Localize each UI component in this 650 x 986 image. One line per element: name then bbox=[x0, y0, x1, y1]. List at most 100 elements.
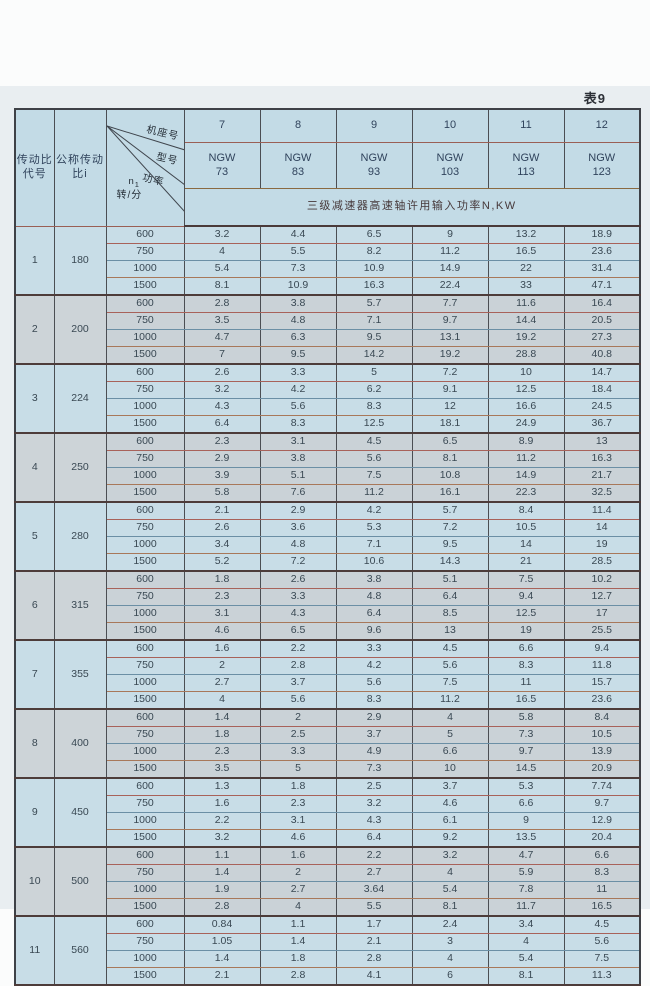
power-value-cell: 1.8 bbox=[259, 778, 337, 796]
power-value-cell: 2.3 bbox=[183, 743, 261, 761]
power-value-cell: 13.5 bbox=[487, 829, 565, 848]
power-value-cell: 6.3 bbox=[259, 329, 337, 347]
power-value-cell: 5 bbox=[411, 726, 489, 744]
power-value-cell: 4.5 bbox=[411, 640, 489, 658]
ratio-code-cell: 6 bbox=[14, 571, 55, 641]
power-value-cell: 1.4 bbox=[183, 709, 261, 727]
power-value-cell: 3.3 bbox=[259, 364, 337, 382]
power-value-cell: 11.2 bbox=[487, 450, 565, 468]
power-value-cell: 1.6 bbox=[183, 640, 261, 658]
table-row: 5 280 600 2.1 2.9 4.2 5.7 8.4 11.4 bbox=[14, 502, 641, 572]
power-value-cell: 18.1 bbox=[411, 415, 489, 434]
power-value-cell: 3.1 bbox=[259, 812, 337, 830]
rpm-cell: 1500 bbox=[105, 553, 185, 572]
power-value-cell: 4.2 bbox=[335, 657, 413, 675]
power-value-cell: 22.4 bbox=[411, 277, 489, 296]
power-value-cell: 16.4 bbox=[563, 295, 641, 313]
power-value-cell: 3.1 bbox=[259, 433, 337, 451]
frame-number-cell: 12 bbox=[563, 109, 641, 144]
model-cell: NGW 103 bbox=[411, 142, 489, 189]
power-value-cell: 14 bbox=[487, 536, 565, 554]
power-value-cell: 7.2 bbox=[259, 553, 337, 572]
power-value-cell: 6.5 bbox=[335, 226, 413, 244]
power-value-cell: 14.9 bbox=[411, 260, 489, 278]
power-value-cell: 47.1 bbox=[563, 277, 641, 296]
power-value-cell: 5 bbox=[259, 760, 337, 779]
table-row: 8 400 600 1.4 2 2.9 4 5.8 8.4 bbox=[14, 709, 641, 779]
power-value-cell: 9.6 bbox=[335, 622, 413, 641]
power-value-cell: 2.2 bbox=[259, 640, 337, 658]
power-value-cell: 4.3 bbox=[183, 398, 261, 416]
power-value-cell: 8.3 bbox=[335, 398, 413, 416]
rpm-cell: 1000 bbox=[105, 605, 185, 623]
power-value-cell: 17 bbox=[563, 605, 641, 623]
power-value-cell: 4.9 bbox=[335, 743, 413, 761]
power-value-cell: 4.8 bbox=[335, 588, 413, 606]
power-value-cell: 7.2 bbox=[411, 364, 489, 382]
power-value-cell: 14.4 bbox=[487, 312, 565, 330]
ratio-code-cell: 4 bbox=[14, 433, 55, 503]
power-value-cell: 14.3 bbox=[411, 553, 489, 572]
rpm-cell: 1000 bbox=[105, 881, 185, 899]
ratio-code-cell: 3 bbox=[14, 364, 55, 434]
power-value-cell: 9 bbox=[411, 226, 489, 244]
power-value-cell: 3.8 bbox=[335, 571, 413, 589]
rpm-cell: 600 bbox=[105, 571, 185, 589]
rpm-cell: 1500 bbox=[105, 898, 185, 917]
table-row: 1500 3.5 5 7.3 10 14.5 20.9 bbox=[15, 760, 641, 779]
power-value-cell: 5.1 bbox=[259, 467, 337, 485]
table-row: 750 2.9 3.8 5.6 8.1 11.2 16.3 bbox=[15, 450, 641, 468]
power-value-cell: 9.2 bbox=[411, 829, 489, 848]
power-value-cell: 20.9 bbox=[563, 760, 641, 779]
power-value-cell: 9.4 bbox=[563, 640, 641, 658]
power-value-cell: 14.9 bbox=[487, 467, 565, 485]
power-value-cell: 5 bbox=[335, 364, 413, 382]
power-value-cell: 5.6 bbox=[259, 691, 337, 710]
gear-reducer-power-table: 传动比 代号 公称传动 比i 机座号 型号 功率 n1 转/分 7 8 9 10 11 1… bbox=[14, 108, 641, 986]
power-value-cell: 1.6 bbox=[183, 795, 261, 813]
power-value-cell: 25.5 bbox=[563, 622, 641, 641]
power-value-cell: 4.5 bbox=[563, 916, 641, 934]
nominal-ratio-column-header: 公称传动 比i bbox=[53, 109, 107, 227]
power-value-cell: 1.8 bbox=[183, 571, 261, 589]
power-value-cell: 8.3 bbox=[335, 691, 413, 710]
rpm-cell: 1000 bbox=[105, 743, 185, 761]
power-value-cell: 16.3 bbox=[563, 450, 641, 468]
power-value-cell: 2.6 bbox=[259, 571, 337, 589]
power-value-cell: 2.5 bbox=[335, 778, 413, 796]
table-row: 750 1.4 2 2.7 4 5.9 8.3 bbox=[15, 864, 641, 882]
power-value-cell: 8.1 bbox=[411, 898, 489, 917]
ratio-code-cell: 2 bbox=[14, 295, 55, 365]
power-value-cell: 4 bbox=[487, 933, 565, 951]
power-value-cell: 1.7 bbox=[335, 916, 413, 934]
power-value-cell: 8.1 bbox=[183, 277, 261, 296]
power-value-cell: 2.3 bbox=[183, 588, 261, 606]
power-value-cell: 10.2 bbox=[563, 571, 641, 589]
power-value-cell: 7.5 bbox=[563, 950, 641, 968]
nominal-ratio-cell: 280 bbox=[53, 502, 107, 572]
power-value-cell: 9.1 bbox=[411, 381, 489, 399]
frame-number-cell: 9 bbox=[335, 109, 413, 144]
table-row: 750 3.2 4.2 6.2 9.1 12.5 18.4 bbox=[15, 381, 641, 399]
power-value-cell: 3.5 bbox=[183, 312, 261, 330]
power-value-cell: 9 bbox=[487, 812, 565, 830]
rpm-cell: 1000 bbox=[105, 398, 185, 416]
power-value-cell: 1.9 bbox=[183, 881, 261, 899]
power-value-cell: 2.1 bbox=[183, 502, 261, 520]
power-value-cell: 33 bbox=[487, 277, 565, 296]
power-value-cell: 16.3 bbox=[335, 277, 413, 296]
power-value-cell: 10.9 bbox=[259, 277, 337, 296]
power-value-cell: 2 bbox=[259, 864, 337, 882]
power-value-cell: 3.2 bbox=[335, 795, 413, 813]
power-value-cell: 7.6 bbox=[259, 484, 337, 503]
table-row: 6 315 600 1.8 2.6 3.8 5.1 7.5 10.2 bbox=[14, 571, 641, 641]
power-value-cell: 2.4 bbox=[411, 916, 489, 934]
model-cell: NGW 123 bbox=[563, 142, 641, 189]
table-row: 1000 2.3 3.3 4.9 6.6 9.7 13.9 bbox=[15, 743, 641, 761]
rpm-cell: 750 bbox=[105, 726, 185, 744]
rpm-cell: 1000 bbox=[105, 812, 185, 830]
power-value-cell: 4 bbox=[411, 950, 489, 968]
power-value-cell: 8.4 bbox=[563, 709, 641, 727]
power-value-cell: 5.6 bbox=[411, 657, 489, 675]
rpm-cell: 750 bbox=[105, 657, 185, 675]
